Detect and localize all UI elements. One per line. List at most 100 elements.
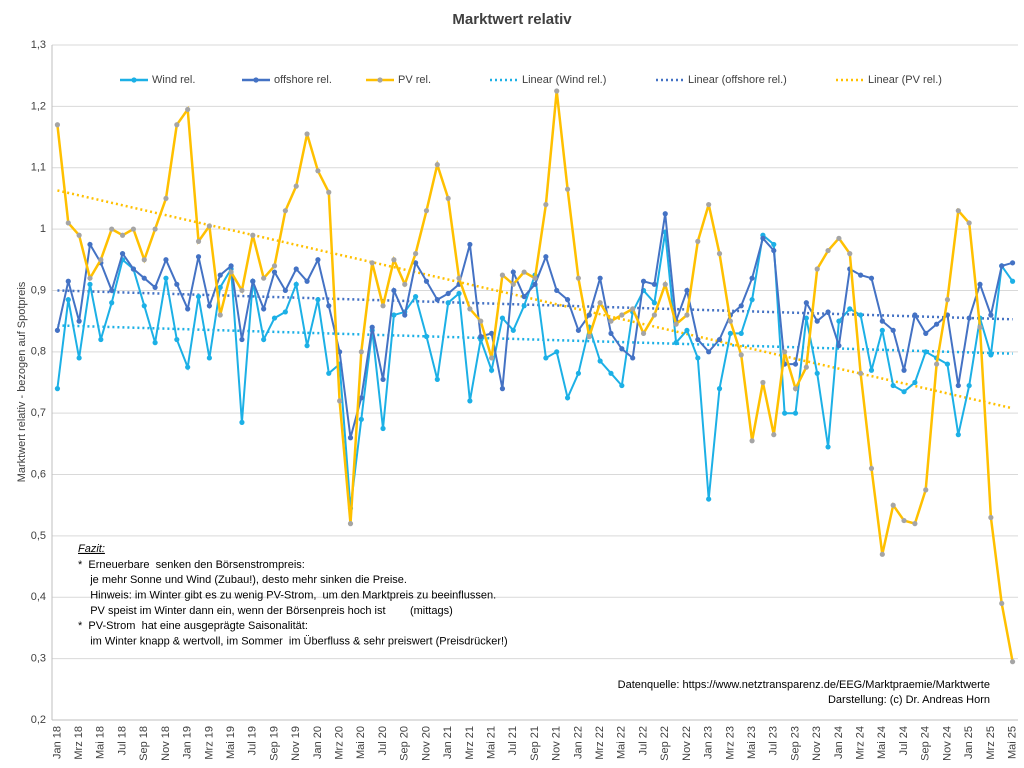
x-tick-label: Jan 24 <box>833 726 845 759</box>
x-tick-label: Nov 24 <box>941 726 953 761</box>
data-point <box>836 235 842 241</box>
data-point <box>239 336 245 343</box>
data-point <box>358 395 364 401</box>
data-point <box>206 223 212 229</box>
data-point <box>858 272 864 278</box>
data-point <box>391 312 397 318</box>
data-point <box>608 370 614 376</box>
x-tick-label: Jul 20 <box>377 726 389 755</box>
data-point <box>488 355 495 361</box>
data-point <box>944 361 951 367</box>
data-point <box>825 309 831 315</box>
data-point <box>239 419 245 425</box>
data-point <box>543 254 549 260</box>
data-point <box>402 281 408 287</box>
annotation-line: je mehr Sonne und Wind (Zubau!), desto m… <box>78 574 407 586</box>
data-point <box>315 297 321 303</box>
data-point <box>478 318 484 324</box>
x-tick-label: Jan 23 <box>703 726 715 759</box>
data-point <box>673 321 679 327</box>
data-point <box>141 303 147 309</box>
data-point <box>782 410 788 416</box>
data-point <box>152 284 158 290</box>
data-point <box>478 333 484 340</box>
data-point <box>890 502 896 508</box>
data-point <box>640 330 647 337</box>
data-point <box>228 269 234 275</box>
data-point <box>847 251 853 257</box>
x-tick-label: Sep 19 <box>268 726 280 761</box>
y-tick-label: 1,1 <box>31 162 46 174</box>
data-point <box>174 281 180 287</box>
x-tick-label: Jul 22 <box>637 726 649 755</box>
y-tick-label: 0,5 <box>31 530 46 542</box>
data-point <box>630 355 636 361</box>
data-point <box>304 278 310 284</box>
data-point <box>695 238 701 244</box>
data-point <box>109 287 115 294</box>
x-tick-label: Jul 24 <box>898 726 910 755</box>
x-tick-label: Sep 22 <box>659 726 671 761</box>
data-point <box>456 290 462 297</box>
legend-marker <box>253 77 259 83</box>
data-point <box>521 269 527 275</box>
data-point <box>749 438 755 444</box>
data-point <box>358 349 364 355</box>
series-line <box>56 213 1013 438</box>
x-tick-label: Mrz 22 <box>594 726 606 760</box>
data-point <box>391 257 397 263</box>
legend-marker <box>377 77 383 83</box>
data-point <box>999 600 1005 607</box>
data-point <box>619 312 625 318</box>
data-point <box>738 352 744 358</box>
x-tick-label: Mai 22 <box>616 726 628 759</box>
data-point <box>792 386 799 392</box>
data-point <box>499 272 506 278</box>
data-point <box>868 465 875 472</box>
data-point <box>532 275 538 281</box>
data-point <box>749 297 755 303</box>
data-point <box>293 183 299 189</box>
x-tick-label: Jan 20 <box>312 726 324 759</box>
data-point <box>65 220 71 226</box>
data-point <box>999 263 1005 269</box>
data-point <box>597 358 603 364</box>
data-point <box>673 340 679 346</box>
data-point <box>771 241 777 248</box>
data-point <box>130 226 137 232</box>
y-tick-label: 1,2 <box>31 100 46 112</box>
data-point <box>933 361 940 367</box>
data-point <box>901 517 907 524</box>
x-tick-label: Mai 25 <box>1006 726 1018 759</box>
data-point <box>250 278 256 284</box>
data-point <box>803 315 809 321</box>
legend-label: PV rel. <box>398 74 431 86</box>
data-point <box>87 241 93 248</box>
data-point <box>554 88 560 94</box>
x-tick-label: Jul 19 <box>247 726 259 755</box>
data-point <box>271 269 278 275</box>
data-point <box>619 382 625 389</box>
data-point <box>152 340 158 346</box>
data-point <box>814 370 820 376</box>
data-point <box>825 247 831 254</box>
data-point <box>445 300 451 306</box>
data-point <box>119 251 126 257</box>
data-point <box>706 496 712 502</box>
data-point <box>988 352 994 358</box>
data-point <box>988 514 994 521</box>
data-point <box>423 278 430 284</box>
data-point <box>347 521 354 527</box>
data-point <box>944 297 951 303</box>
legend-label: Wind rel. <box>152 74 195 86</box>
data-point <box>651 300 657 306</box>
x-tick-label: Mai 21 <box>485 726 497 759</box>
data-point <box>282 208 288 214</box>
data-point <box>684 327 690 333</box>
y-tick-label: 0,6 <box>31 468 46 480</box>
data-point <box>651 281 657 287</box>
data-point <box>152 226 158 232</box>
data-point <box>901 367 907 373</box>
trendline <box>57 189 1013 410</box>
data-point <box>695 336 701 343</box>
